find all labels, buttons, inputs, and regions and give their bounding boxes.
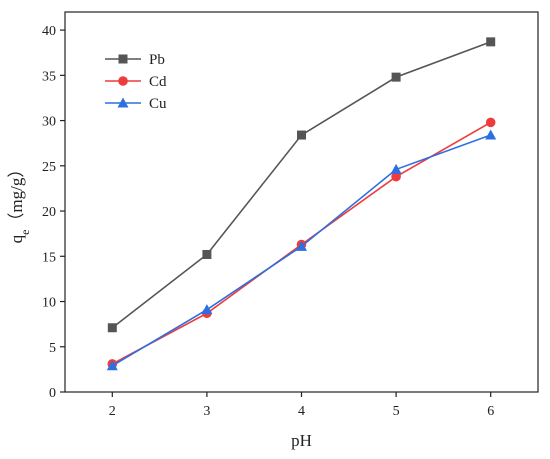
data-point-cd [485, 117, 496, 128]
x-tick-label: 2 [109, 404, 116, 419]
x-tick-label: 3 [203, 404, 210, 419]
plot-frame [64, 11, 539, 393]
x-tick-label: 4 [298, 404, 305, 419]
data-point-cd [391, 171, 401, 182]
data-point-cu [485, 129, 497, 140]
legend-marker-cd [118, 76, 128, 86]
series-line-pb [111, 41, 491, 329]
series-pb [107, 37, 496, 333]
series-cu [106, 129, 497, 371]
y-tick-label: 5 [49, 341, 56, 356]
y-tick-label: 10 [42, 296, 56, 311]
data-point-cu [296, 240, 307, 251]
x-tick-label: 5 [393, 404, 400, 419]
data-point-cu [390, 163, 402, 174]
data-point-pb [202, 249, 212, 259]
data-point-cu [201, 304, 213, 315]
plot-area [64, 11, 539, 393]
legend-item-cd: Cd [105, 74, 167, 90]
series-layer [106, 37, 497, 371]
data-point-pb [107, 323, 117, 333]
y-axis-title-main: q [7, 234, 26, 243]
data-point-pb [391, 72, 401, 82]
data-point-pb [486, 37, 496, 47]
legend-marker-cu [117, 97, 129, 108]
y-tick-label: 25 [42, 160, 56, 175]
x-axis-title: pH [291, 431, 312, 450]
y-axis-title: qe（mg/g） [7, 161, 32, 244]
legend-label-pb: Pb [149, 52, 165, 68]
y-tick-label: 20 [42, 205, 56, 220]
data-point-cu [106, 360, 118, 371]
x-axis: 2 3 4 5 6 [109, 392, 494, 419]
y-tick-label: 0 [49, 386, 56, 401]
y-tick-label: 35 [42, 69, 56, 84]
data-point-pb [297, 130, 306, 140]
legend-item-pb: Pb [105, 52, 165, 68]
y-tick-label: 30 [42, 115, 56, 130]
y-axis: 0 5 10 15 20 25 30 35 40 [42, 24, 65, 401]
legend: Pb Cd Cu [105, 52, 167, 112]
y-tick-label: 15 [42, 250, 56, 265]
y-axis-title-subscript: e [18, 230, 32, 235]
y-axis-title-unit: （mg/g） [7, 161, 26, 230]
x-tick-label: 6 [487, 404, 494, 419]
y-tick-label: 40 [42, 24, 56, 39]
legend-item-cu: Cu [105, 96, 167, 112]
legend-label-cu: Cu [149, 96, 167, 112]
legend-marker-pb [118, 54, 128, 64]
legend-label-cd: Cd [149, 74, 167, 90]
